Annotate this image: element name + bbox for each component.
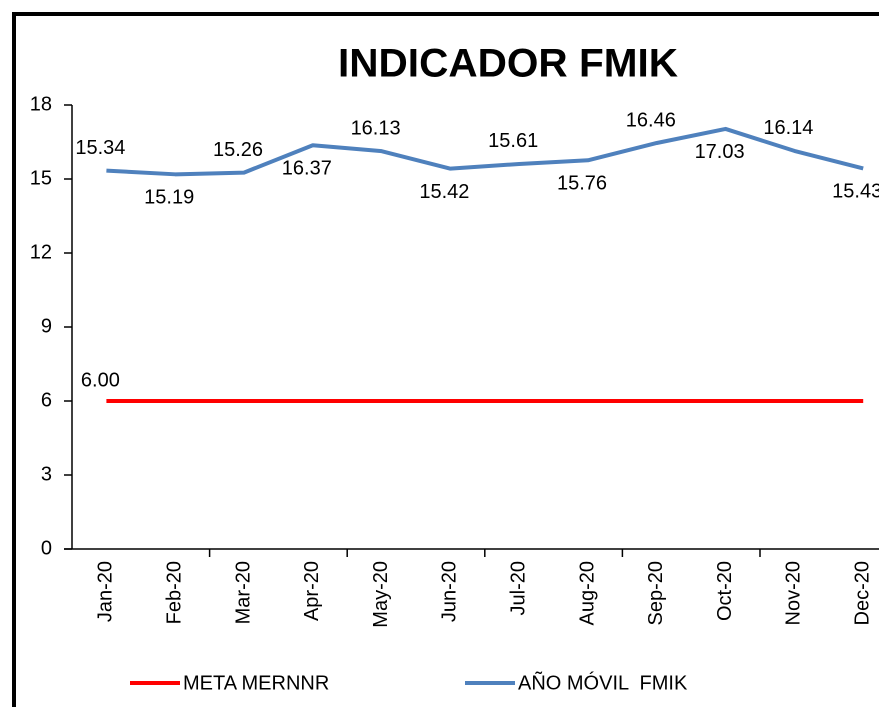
x-tick-label: Aug-20 (576, 561, 598, 626)
chart-title: INDICADOR FMIK (338, 42, 678, 86)
data-label: 16.37 (282, 157, 332, 179)
data-label: 16.13 (351, 117, 401, 139)
x-tick-label: Jun-20 (439, 561, 461, 622)
data-label: 15.19 (144, 187, 194, 209)
data-label: 15.42 (419, 181, 469, 203)
y-tick-label: 18 (30, 93, 52, 115)
legend-label: META MERNNR (183, 672, 329, 694)
data-label: 15.61 (488, 130, 538, 152)
x-tick-label: Dec-20 (851, 561, 873, 625)
data-label: 15.43 (832, 181, 879, 203)
chart-border (12, 12, 879, 707)
x-tick-label: Jul-20 (507, 561, 529, 615)
data-label: 6.00 (81, 369, 120, 391)
x-tick-label: Apr-20 (301, 561, 323, 621)
legend-label: AÑO MÓVIL FMIK (518, 670, 688, 694)
data-label: 15.26 (213, 139, 263, 161)
series-line (106, 126, 864, 177)
y-tick-label: 9 (41, 315, 52, 337)
x-tick-label: Sep-20 (645, 561, 667, 626)
data-label: 16.46 (626, 109, 676, 131)
y-tick-label: 15 (30, 167, 52, 189)
y-tick-label: 12 (30, 241, 52, 263)
data-label: 15.34 (75, 137, 125, 159)
data-label: 16.14 (763, 117, 813, 139)
y-tick-label: 6 (41, 389, 52, 411)
x-tick-label: Nov-20 (783, 561, 805, 625)
data-label: 15.76 (557, 173, 607, 195)
data-label: 17.03 (695, 141, 745, 163)
y-tick-label: 3 (41, 463, 52, 485)
y-tick-label: 0 (41, 537, 52, 559)
x-tick-label: May-20 (370, 561, 392, 628)
x-tick-label: Oct-20 (714, 561, 736, 621)
x-tick-label: Feb-20 (163, 561, 185, 624)
x-tick-label: Mar-20 (232, 561, 254, 624)
x-tick-label: Jan-20 (95, 561, 117, 622)
